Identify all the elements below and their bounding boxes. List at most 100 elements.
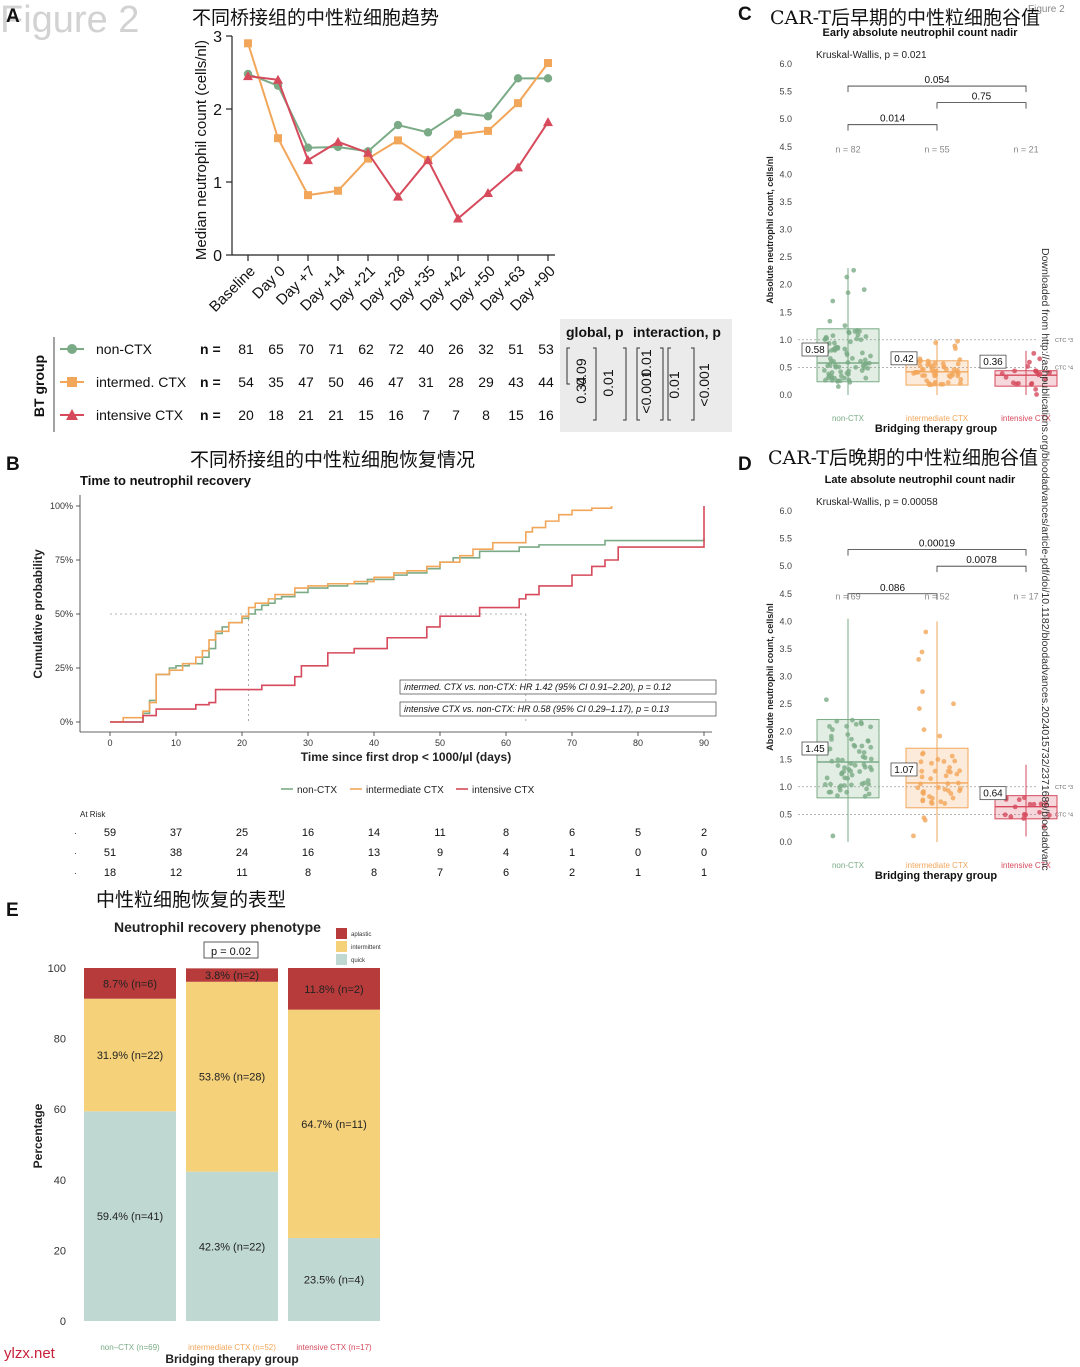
jitter-point — [957, 768, 963, 774]
jitter-point — [829, 370, 835, 375]
box-panel-ytick-label: 0.0 — [779, 837, 792, 847]
stacked-bar-segment — [84, 998, 176, 1112]
jitter-point — [822, 368, 827, 373]
jitter-point — [1038, 801, 1044, 807]
jitter-point — [825, 363, 831, 369]
ctc-ref-label: CTC °3 — [1055, 338, 1073, 344]
panel-b-ytick-label: 75% — [55, 555, 73, 565]
median-label-box — [801, 741, 829, 756]
panel-a-point — [394, 136, 402, 145]
jitter-point — [1037, 356, 1043, 362]
table-n-value: 26 — [448, 341, 464, 357]
table-n-value: 50 — [328, 374, 344, 390]
jitter-point — [944, 367, 949, 373]
panel-a-point — [453, 213, 463, 223]
table-n-value: 18 — [268, 407, 284, 423]
jitter-point — [862, 793, 868, 799]
panel-a-point — [303, 155, 313, 165]
panel-letter-c: C — [738, 4, 752, 25]
panel-a-point — [543, 74, 553, 83]
jitter-point — [928, 799, 934, 805]
jitter-point — [865, 778, 871, 783]
jitter-point — [921, 727, 927, 733]
jitter-point — [932, 379, 938, 385]
box-panel-ytick-label: 1.5 — [779, 307, 792, 317]
jitter-point — [841, 783, 847, 788]
stacked-bar-segment — [84, 968, 176, 999]
panel-a-point — [334, 186, 342, 195]
jitter-point — [829, 736, 834, 742]
table-row-name: intensive CTX — [96, 407, 184, 423]
box-panel-ytick-label: 4.5 — [779, 142, 792, 152]
panel-b-ytick-label: 100% — [50, 501, 73, 511]
at-risk-value: 2 — [569, 867, 575, 879]
stacked-bar-label: 42.3% (n=22) — [199, 1241, 265, 1253]
table-n-value: 35 — [268, 374, 284, 390]
at-risk-value: 37 — [170, 827, 182, 839]
panel-e-ytick-label: 60 — [54, 1104, 66, 1116]
stacked-bar-segment — [288, 1009, 380, 1239]
jitter-point — [835, 384, 841, 389]
panel-b-xtick-label: 0 — [107, 738, 112, 748]
box-panel-ytick-label: 1.0 — [779, 335, 792, 345]
jitter-point — [858, 337, 864, 343]
at-risk-value: 1 — [635, 867, 641, 879]
box-category-label: intensive CTX — [1001, 861, 1051, 870]
box-category-label: intensive CTX — [1001, 414, 1051, 423]
panel-a-n-table: BT group non-CTX n = 81 65 70 71 62 72 40 26 32 51 5… — [31, 319, 732, 432]
download-note: Downloaded from http://ashpublications.o… — [1039, 248, 1051, 871]
jitter-point — [954, 771, 960, 777]
panel-letter-e: E — [6, 900, 19, 921]
jitter-point — [950, 795, 956, 801]
significance-bracket — [847, 549, 1027, 556]
jitter-point — [832, 340, 837, 346]
jitter-point — [955, 338, 961, 344]
table-n-value: 44 — [538, 374, 554, 390]
at-risk-value: 2 — [701, 827, 707, 839]
jitter-point — [857, 769, 863, 774]
jitter-point — [923, 629, 929, 635]
jitter-point — [859, 350, 865, 356]
table-n-value: 21 — [298, 407, 314, 423]
median-label: 0.42 — [894, 354, 914, 365]
jitter-point — [861, 750, 867, 755]
table-n-value: 47 — [298, 374, 314, 390]
panel-a-point — [274, 134, 282, 143]
jitter-point — [830, 298, 836, 304]
table-n-value: 71 — [328, 341, 344, 357]
jitter-point — [838, 783, 844, 789]
jitter-point — [1031, 350, 1037, 356]
box-panel-test: Kruskal-Wallis, p = 0.021 — [816, 50, 927, 61]
p-value: 0.09 — [573, 358, 589, 385]
jitter-point — [958, 380, 963, 386]
jitter-point — [853, 721, 859, 727]
jitter-point — [921, 789, 927, 794]
jitter-point — [942, 786, 948, 792]
at-risk-value: 6 — [569, 827, 575, 839]
jitter-point — [949, 753, 955, 759]
at-risk-value: 1 — [569, 847, 575, 859]
table-n-value: 53 — [538, 341, 554, 357]
panel-a-point — [513, 162, 523, 172]
jitter-point — [865, 738, 871, 744]
jitter-point — [827, 318, 833, 324]
panel-b-series-step — [110, 506, 705, 723]
jitter-point — [1036, 372, 1042, 378]
jitter-point — [933, 340, 939, 346]
panel-a-point — [363, 147, 373, 157]
table-n-value: 20 — [238, 407, 254, 423]
box-panel-ylabel: Absolute neutrophil count, cells/nl — [765, 603, 775, 751]
jitter-point — [943, 773, 949, 779]
panel-b-xtick-label: 70 — [567, 738, 577, 748]
panel-b-xlabel: Time since first drop < 1000/µl (days) — [301, 750, 511, 764]
panel-a-ylabel: Median neutrophil count (cells/nl) — [193, 40, 210, 260]
panel-b-xtick-label: 60 — [501, 738, 511, 748]
panel-a-title: 不同桥接组的中性粒细胞趋势 — [192, 7, 439, 29]
jitter-point — [951, 367, 957, 372]
stacked-bar-label: 3.8% (n=2) — [205, 970, 259, 982]
panel-b-xtick-label: 50 — [435, 738, 445, 748]
p-bracket — [660, 347, 664, 421]
panel-b-title: 不同桥接组的中性粒细胞恢复情况 — [190, 449, 475, 471]
table-n-value: 54 — [238, 374, 254, 390]
box-panel-ytick-label: 0.5 — [779, 362, 792, 372]
